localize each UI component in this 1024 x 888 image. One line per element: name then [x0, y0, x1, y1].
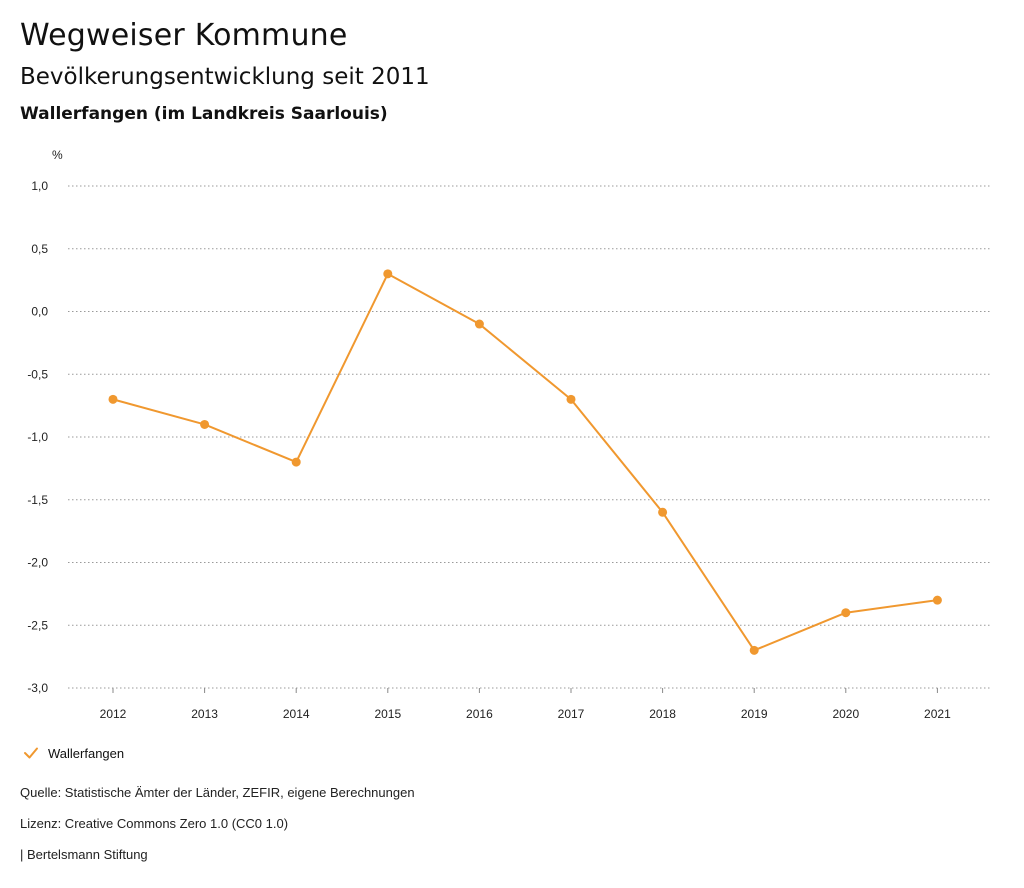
legend-label: Wallerfangen [48, 745, 125, 761]
data-point[interactable] [566, 394, 576, 404]
y-axis-ticks: 1,0 0,5 0,0 -0,5 -1,0 -1,5 -2,0 -2,5 -3,0 [27, 179, 48, 695]
y-tick-label: -2,0 [27, 556, 48, 570]
x-tick-label: 2015 [374, 707, 401, 721]
source-note: Quelle: Statistische Ämter der Länder, Z… [20, 785, 415, 800]
data-point[interactable] [658, 507, 668, 517]
line-chart: % 1,0 0,5 0,0 -0,5 -1,0 -1,5 -2,0 -2,5 -3,0 2012… [27, 148, 990, 721]
x-tick-label: 2012 [100, 707, 127, 721]
series-wallerfangen [108, 269, 942, 655]
data-point[interactable] [200, 419, 210, 429]
x-tick-label: 2013 [191, 707, 218, 721]
data-point[interactable] [749, 645, 759, 655]
y-axis-unit-label: % [52, 148, 63, 162]
x-tick-label: 2018 [649, 707, 676, 721]
series-line [112, 272, 938, 652]
y-tick-label: 1,0 [31, 179, 48, 193]
y-tick-label: -2,5 [27, 618, 48, 632]
region-label: Wallerfangen (im Landkreis Saarlouis) [20, 104, 388, 124]
license-note: Lizenz: Creative Commons Zero 1.0 (CC0 1… [20, 816, 289, 831]
legend-check-icon [24, 747, 38, 759]
y-tick-label: -0,5 [27, 367, 48, 381]
data-point[interactable] [291, 457, 301, 467]
y-tick-label: -3,0 [27, 681, 48, 695]
chart-subtitle: Bevölkerungsentwicklung seit 2011 [20, 64, 430, 90]
y-tick-label: -1,5 [27, 493, 48, 507]
x-tick-label: 2020 [832, 707, 859, 721]
data-point[interactable] [383, 269, 393, 279]
x-tick-label: 2017 [558, 707, 585, 721]
x-tick-label: 2014 [283, 707, 310, 721]
y-tick-label: -1,0 [27, 430, 48, 444]
publisher-note: | Bertelsmann Stiftung [20, 847, 148, 862]
x-tick-label: 2016 [466, 707, 493, 721]
data-point[interactable] [108, 394, 118, 404]
y-tick-label: 0,0 [31, 305, 48, 319]
page-title: Wegweiser Kommune [20, 18, 348, 53]
data-point[interactable] [932, 595, 942, 605]
x-tick-label: 2019 [741, 707, 768, 721]
x-axis-ticks: 2012 2013 2014 2015 2016 2017 2018 2019 2020 2021 [100, 688, 951, 721]
data-point[interactable] [841, 608, 851, 618]
grid-lines [68, 185, 990, 689]
data-point[interactable] [474, 319, 484, 329]
legend[interactable]: Wallerfangen [22, 744, 124, 762]
y-tick-label: 0,5 [31, 242, 48, 256]
x-tick-label: 2021 [924, 707, 951, 721]
